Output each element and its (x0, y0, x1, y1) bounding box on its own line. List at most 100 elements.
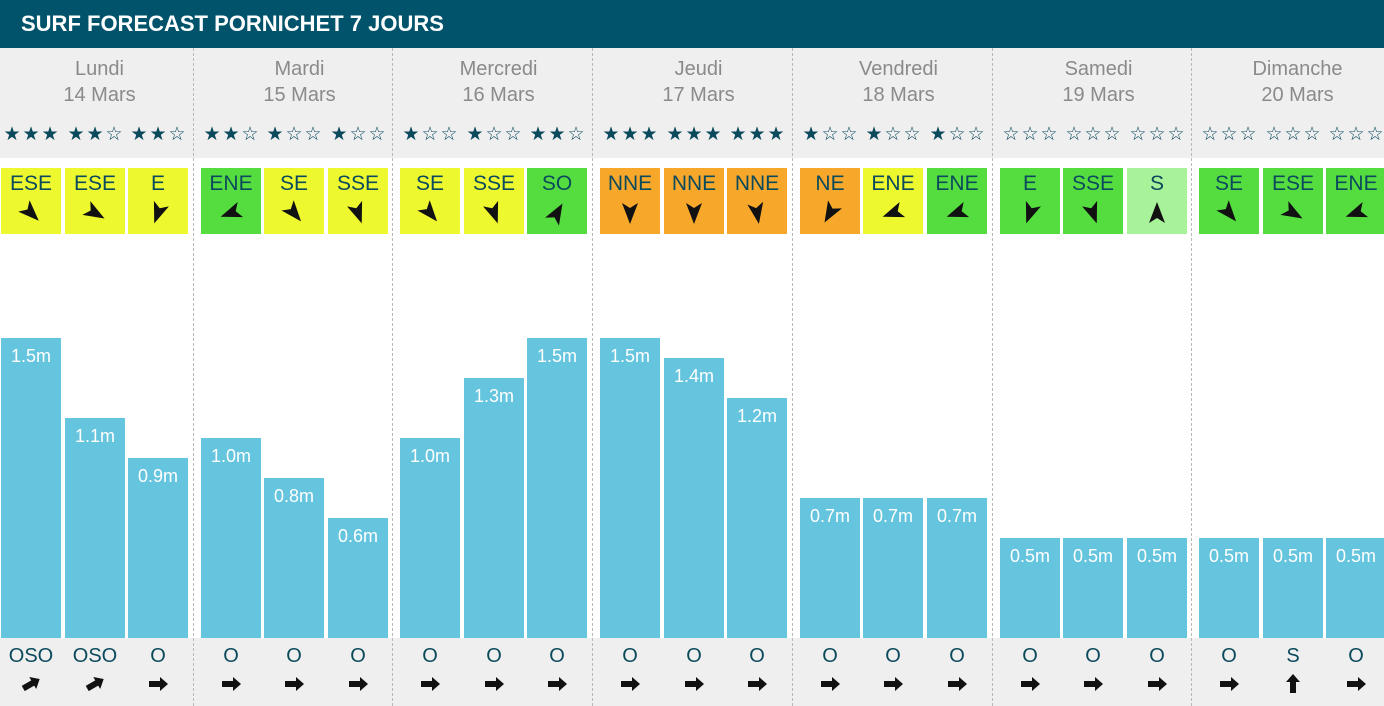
day-date: 19 Mars (1062, 84, 1135, 106)
swell-direction-label: O (686, 645, 702, 667)
star-rating: ☆ ☆ ☆ (1263, 122, 1323, 146)
swell-direction-label: O (1221, 645, 1237, 667)
wave-height-label: 0.6m (337, 526, 379, 546)
wave-height-label: 0.8m (273, 486, 315, 506)
star-empty-icon: ☆ (349, 123, 367, 145)
wind-direction-label: SO (541, 172, 573, 195)
star-empty-icon: ☆ (1040, 123, 1058, 145)
swell-arrow-icon (1220, 677, 1239, 691)
star-rating: ★ ★ ☆ (201, 122, 261, 146)
star-empty-icon: ☆ (105, 123, 123, 145)
wind-cell: SE (264, 168, 324, 234)
wave-height-bar: 0.6m (328, 518, 388, 638)
wind-cell: ENE (863, 168, 923, 234)
star-empty-icon: ☆ (1328, 123, 1346, 145)
star-empty-icon: ☆ (1148, 123, 1166, 145)
wave-height-label: 1.1m (74, 426, 116, 446)
wind-cell: E (128, 168, 188, 234)
star-empty-icon: ☆ (1129, 123, 1147, 145)
star-filled-icon: ★ (640, 123, 658, 145)
wind-cell: SE (1199, 168, 1259, 234)
wave-height-bar: 1.4m (664, 358, 724, 638)
day-name: Dimanche (1252, 58, 1343, 80)
wind-direction-label: SE (279, 172, 308, 195)
swell-arrow-icon (421, 677, 440, 691)
wave-height-bar: 0.5m (1263, 538, 1323, 638)
wind-arrow-icon (1345, 202, 1369, 218)
wind-arrow-icon (946, 202, 970, 218)
wind-arrow-icon (417, 200, 438, 222)
star-filled-icon: ★ (704, 123, 722, 145)
star-empty-icon: ☆ (368, 123, 386, 145)
swell-direction-label: OSO (8, 645, 54, 667)
star-filled-icon: ★ (130, 123, 148, 145)
star-rating: ★ ★ ☆ (527, 122, 587, 146)
star-filled-icon: ★ (266, 123, 284, 145)
wind-direction-label: NE (815, 172, 845, 195)
wave-height-bar: 0.5m (1326, 538, 1384, 638)
star-rating: ☆ ☆ ☆ (1127, 122, 1187, 146)
star-filled-icon: ★ (22, 123, 40, 145)
star-rating: ★ ★ ★ (1, 122, 61, 146)
star-empty-icon: ☆ (948, 123, 966, 145)
star-empty-icon: ☆ (421, 123, 439, 145)
star-rating: ★ ★ ★ (600, 122, 660, 146)
swell-arrow-icon (222, 677, 241, 691)
day-date: 17 Mars (662, 84, 735, 106)
day-date: 15 Mars (263, 84, 336, 106)
day-separator (592, 48, 593, 706)
star-rating: ★ ☆ ☆ (264, 122, 324, 146)
day-separator (193, 48, 194, 706)
star-filled-icon: ★ (41, 123, 59, 145)
wave-height-bar: 1.0m (400, 438, 460, 638)
wind-cell: NNE (727, 168, 787, 234)
star-empty-icon: ☆ (285, 123, 303, 145)
star-rating: ★ ★ ☆ (128, 122, 188, 146)
swell-direction-label: O (223, 645, 239, 667)
star-empty-icon: ☆ (1347, 123, 1365, 145)
swell-direction-label: OSO (72, 645, 118, 667)
wind-arrow-icon (220, 202, 244, 218)
star-empty-icon: ☆ (1284, 123, 1302, 145)
wind-cell: S (1127, 168, 1187, 234)
star-filled-icon: ★ (548, 123, 566, 145)
wind-direction-label: SSE (336, 172, 380, 195)
wind-direction-label: SE (415, 172, 444, 195)
star-rating: ★ ☆ ☆ (863, 122, 923, 146)
wind-arrow-icon (1149, 202, 1165, 223)
swell-arrow-icon (621, 677, 640, 691)
star-rating: ★ ☆ ☆ (328, 122, 388, 146)
wave-height-label: 0.5m (1208, 546, 1250, 566)
star-filled-icon: ★ (802, 123, 820, 145)
star-rating: ☆ ☆ ☆ (1000, 122, 1060, 146)
star-rating: ★ ☆ ☆ (400, 122, 460, 146)
day-date: 16 Mars (462, 84, 535, 106)
star-empty-icon: ☆ (1084, 123, 1102, 145)
star-filled-icon: ★ (621, 123, 639, 145)
star-empty-icon: ☆ (485, 123, 503, 145)
wind-direction-label: ENE (209, 172, 253, 195)
star-empty-icon: ☆ (1366, 123, 1384, 145)
wind-cell: E (1000, 168, 1060, 234)
star-empty-icon: ☆ (884, 123, 902, 145)
wave-height-bar: 1.5m (1, 338, 61, 638)
swell-arrow-icon (685, 677, 704, 691)
swell-arrow-icon (349, 677, 368, 691)
star-rating: ★ ☆ ☆ (800, 122, 860, 146)
star-empty-icon: ☆ (168, 123, 186, 145)
star-empty-icon: ☆ (1002, 123, 1020, 145)
star-filled-icon: ★ (402, 123, 420, 145)
swell-arrow-icon (85, 676, 104, 692)
wave-height-bar: 0.8m (264, 478, 324, 638)
star-filled-icon: ★ (929, 123, 947, 145)
swell-arrow-icon (285, 677, 304, 691)
star-empty-icon: ☆ (1167, 123, 1185, 145)
day-separator (1191, 48, 1192, 706)
wind-arrow-icon (686, 203, 702, 224)
swell-arrow-icon (948, 677, 967, 691)
star-filled-icon: ★ (865, 123, 883, 145)
star-rating: ★ ★ ★ (664, 122, 724, 146)
swell-direction-label: O (1348, 645, 1364, 667)
star-rating: ☆ ☆ ☆ (1326, 122, 1384, 146)
wind-direction-label: S (1149, 172, 1164, 195)
